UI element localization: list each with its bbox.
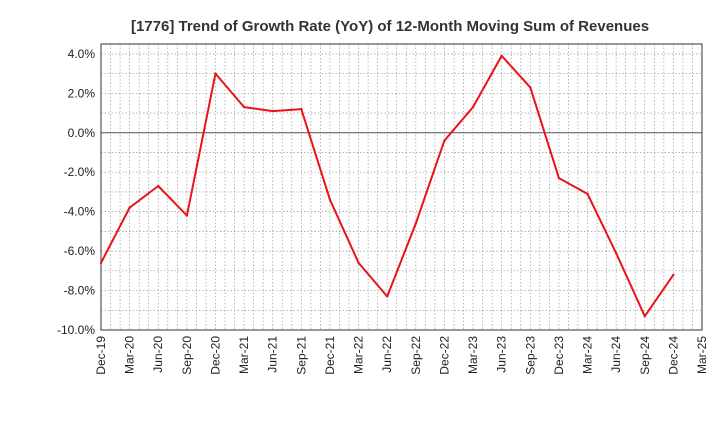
y-tick-label: 0.0% (68, 126, 96, 140)
x-tick-label: Jun-21 (266, 336, 280, 373)
x-tick-label: Sep-21 (294, 336, 308, 375)
x-tick-label: Sep-22 (409, 336, 423, 375)
y-tick-label: -6.0% (64, 244, 96, 258)
x-axis-ticks: Dec-19 Mar-20 Jun-20 Sep-20 Dec-20 Mar-21 Jun-… (94, 336, 709, 375)
data-point (300, 107, 303, 111)
x-tick-label: Sep-24 (638, 336, 652, 375)
x-tick-label: Mar-25 (695, 336, 709, 374)
y-tick-label: -2.0% (64, 165, 96, 179)
x-tick-label: Mar-23 (466, 336, 480, 374)
data-point (214, 72, 217, 75)
y-tick-label: 4.0% (68, 47, 96, 61)
x-tick-label: Mar-21 (237, 336, 251, 374)
x-tick-label: Jun-23 (495, 336, 509, 373)
x-tick-label: Mar-22 (352, 336, 366, 374)
data-point (357, 261, 360, 265)
x-tick-label: Jun-20 (151, 336, 165, 373)
data-point (414, 222, 418, 225)
data-point (529, 86, 532, 89)
y-tick-label: -4.0% (64, 205, 96, 219)
data-point (157, 184, 160, 188)
x-tick-label: Jun-22 (380, 336, 394, 373)
data-point (99, 261, 103, 265)
x-tick-label: Mar-20 (123, 336, 137, 374)
data-point (471, 105, 475, 109)
data-point (128, 206, 131, 209)
x-tick-label: Dec-22 (437, 336, 451, 375)
x-tick-label: Mar-24 (581, 336, 595, 374)
data-point (614, 251, 618, 255)
data-point (443, 139, 446, 142)
x-tick-label: Dec-24 (666, 336, 680, 375)
grid (101, 44, 702, 331)
data-point (557, 176, 561, 180)
x-tick-label: Sep-23 (523, 336, 537, 375)
x-tick-label: Dec-20 (208, 336, 222, 375)
x-tick-label: Jun-24 (609, 336, 623, 373)
plot-border (100, 43, 703, 331)
data-point (672, 273, 675, 276)
data-point (185, 214, 189, 217)
y-axis-ticks: 4.0% 2.0% 0.0% -2.0% -4.0% -6.0% -8.0% -10.0% (57, 47, 95, 337)
y-tick-label: -10.0% (57, 323, 95, 337)
data-point (500, 54, 503, 58)
plot-frame (100, 43, 703, 331)
data-point (242, 105, 246, 109)
y-tick-label: -8.0% (64, 284, 96, 298)
data-point (271, 109, 274, 113)
data-point (328, 198, 332, 202)
data-point (385, 295, 389, 298)
y-tick-label: 2.0% (68, 86, 96, 100)
data-point (643, 314, 646, 318)
chart-title: [1776] Trend of Growth Rate (YoY) of 12-… (131, 18, 649, 35)
data-point (586, 192, 589, 196)
x-tick-label: Dec-23 (552, 336, 566, 375)
x-tick-label: Dec-21 (323, 336, 337, 375)
series-layer (99, 54, 675, 318)
x-tick-label: Sep-20 (180, 336, 194, 375)
series-line (100, 54, 675, 318)
x-tick-label: Dec-19 (94, 336, 108, 375)
